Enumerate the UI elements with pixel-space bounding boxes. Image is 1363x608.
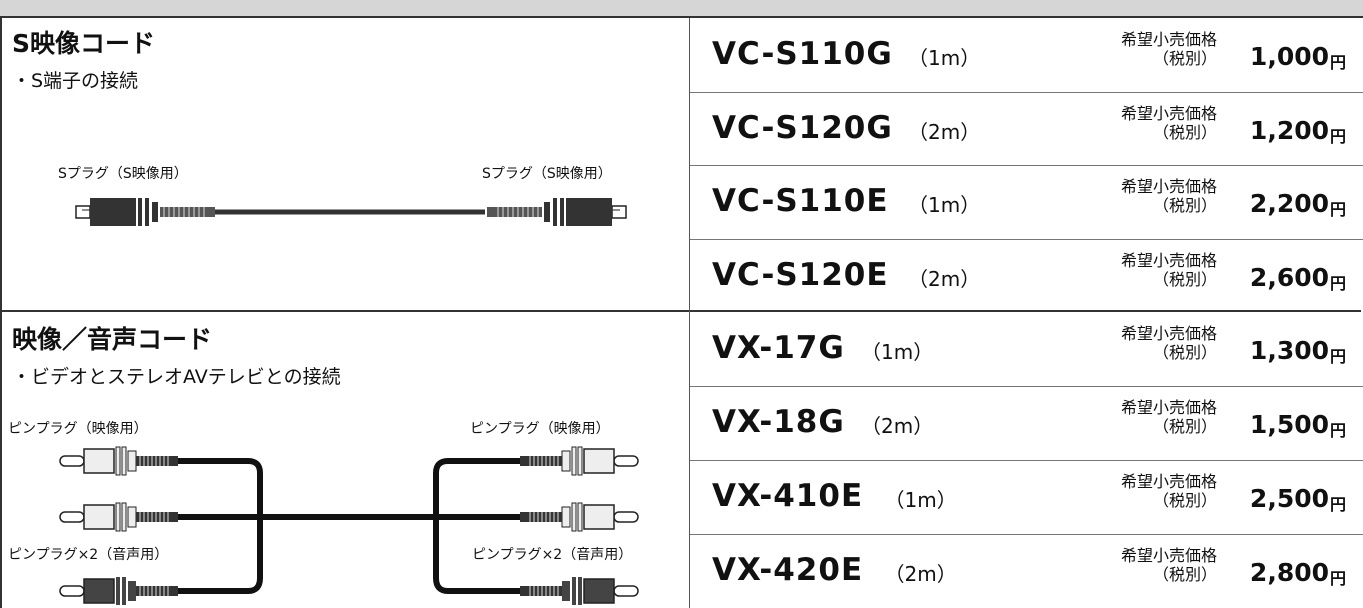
currency: 円	[1330, 273, 1347, 293]
price: 1,500	[1249, 410, 1329, 439]
price: 1,300	[1249, 336, 1329, 365]
model-name: VC-S110G	[712, 36, 893, 72]
plug-label: Sプラグ（S映像用）	[482, 166, 612, 182]
row-divider	[690, 165, 1363, 166]
section-title: S映像コード	[12, 29, 156, 58]
section-box	[0, 18, 1361, 312]
plug-label: Sプラグ（S映像用）	[58, 166, 188, 182]
price-label: （税別）	[1152, 343, 1217, 362]
cable-length: （1m）	[861, 340, 934, 364]
price-label: （税別）	[1152, 565, 1217, 584]
cable-length: （2m）	[908, 119, 981, 144]
price-label: （税別）	[1152, 269, 1217, 289]
price-label: 希望小売価格	[1120, 103, 1217, 123]
plug-label: ピンプラグ×2（音声用）	[472, 547, 633, 563]
price-label: （税別）	[1152, 49, 1217, 68]
currency: 円	[1330, 569, 1347, 588]
price: 2,500	[1249, 484, 1329, 513]
price-label: （税別）	[1152, 122, 1217, 142]
currency: 円	[1330, 53, 1347, 72]
section-box	[0, 312, 1361, 608]
price-label: （税別）	[1152, 196, 1217, 215]
model-name: VX-17G	[712, 330, 845, 366]
row-divider	[690, 460, 1363, 461]
row-divider	[690, 386, 1363, 387]
price: 1,200	[1249, 115, 1329, 145]
header-band	[0, 0, 1363, 18]
currency: 円	[1330, 495, 1347, 514]
price-label: 希望小売価格	[1120, 398, 1217, 417]
cable-length: （2m）	[884, 562, 957, 586]
model-name: VC-S120E	[712, 256, 889, 293]
model-name: VX-18G	[712, 404, 845, 440]
cable-length: （1m）	[908, 46, 981, 70]
model-name: VX-410E	[712, 478, 864, 514]
price: 2,200	[1249, 189, 1329, 218]
divider	[689, 18, 690, 608]
price-label: 希望小売価格	[1120, 324, 1217, 343]
plug-label: ピンプラグ×2（音声用）	[8, 547, 169, 563]
row-divider	[690, 238, 1363, 240]
model-name: VX-420E	[712, 552, 864, 588]
model-name: VC-S120G	[712, 109, 893, 146]
price-label: （税別）	[1152, 491, 1217, 510]
plug-label: ピンプラグ（映像用）	[8, 421, 148, 437]
price: 1,000	[1249, 42, 1329, 71]
price-label: 希望小売価格	[1120, 472, 1217, 491]
cable-length: （1m）	[884, 488, 957, 512]
section-title: 映像／音声コード	[12, 325, 213, 354]
price: 2,600	[1249, 262, 1329, 292]
currency: 円	[1330, 347, 1347, 366]
row-divider	[690, 91, 1363, 93]
row-divider	[690, 534, 1363, 535]
cable-length: （1m）	[908, 193, 981, 217]
price-label: 希望小売価格	[1120, 546, 1217, 565]
currency: 円	[1330, 126, 1347, 146]
model-name: VC-S110E	[712, 183, 889, 219]
currency: 円	[1330, 421, 1347, 440]
price-label: （税別）	[1152, 417, 1217, 436]
price: 2,800	[1249, 558, 1329, 587]
section-note: ・S端子の接続	[12, 70, 139, 92]
price-label: 希望小売価格	[1120, 250, 1217, 270]
section-note: ・ビデオとステレオAVテレビとの接続	[12, 366, 341, 388]
price-label: 希望小売価格	[1120, 177, 1217, 196]
price-label: 希望小売価格	[1120, 30, 1217, 49]
currency: 円	[1330, 200, 1347, 219]
plug-label: ピンプラグ（映像用）	[470, 421, 610, 437]
cable-length: （2m）	[908, 266, 981, 291]
cable-length: （2m）	[861, 414, 934, 438]
